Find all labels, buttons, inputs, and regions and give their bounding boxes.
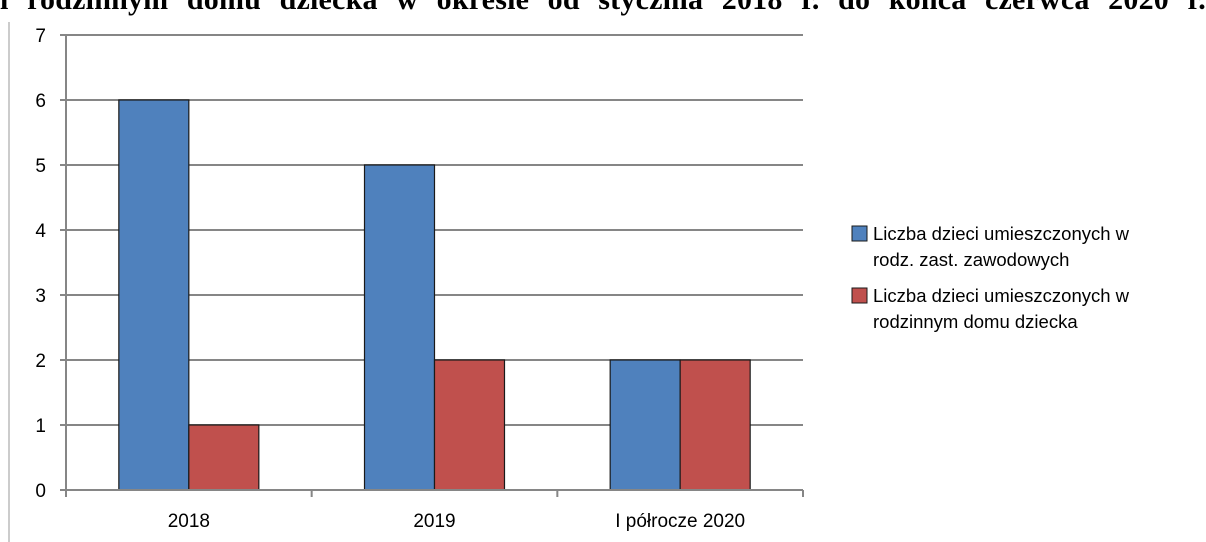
legend-swatch [851, 225, 868, 242]
bar-professional-foster-2 [609, 359, 681, 491]
legend-label: rodz. zast. zawodowych [873, 249, 1069, 270]
y-tick-label: 2 [35, 351, 46, 372]
axes [60, 34, 804, 497]
x-tick-label: 2019 [413, 511, 455, 532]
bar-family-childrens-home-1 [433, 359, 506, 491]
page-header-text: i rodzinnym domu dziecka w okresie od st… [0, 0, 1206, 23]
legend-label: rodzinnym domu dziecka [873, 311, 1078, 332]
x-tick-labels: 2018 2019 I półrocze 2020 [168, 511, 745, 532]
bar-professional-foster-1 [363, 164, 436, 491]
y-tick-label: 4 [35, 221, 46, 242]
bar-family-childrens-home-2 [679, 359, 751, 491]
legend-swatch [851, 287, 868, 304]
y-tick-label: 1 [35, 416, 46, 437]
legend: Liczba dzieci umieszczonych w rodz. zast.… [851, 223, 1130, 332]
legend-label: Liczba dzieci umieszczonych w [873, 285, 1130, 306]
y-tick-label: 7 [35, 26, 46, 47]
bar-family-childrens-home-0 [188, 424, 260, 491]
y-tick-label: 5 [35, 156, 46, 177]
y-tick-label: 6 [35, 91, 46, 112]
x-tick-label: I półrocze 2020 [615, 511, 745, 532]
y-tick-label: 3 [35, 286, 46, 307]
y-tick-label: 0 [35, 481, 46, 502]
y-tick-labels: 0 1 2 3 4 5 6 7 [35, 26, 46, 502]
x-tick-label: 2018 [168, 511, 210, 532]
bars [118, 99, 751, 491]
legend-label: Liczba dzieci umieszczonych w [873, 223, 1130, 244]
bar-professional-foster-0 [118, 99, 190, 491]
